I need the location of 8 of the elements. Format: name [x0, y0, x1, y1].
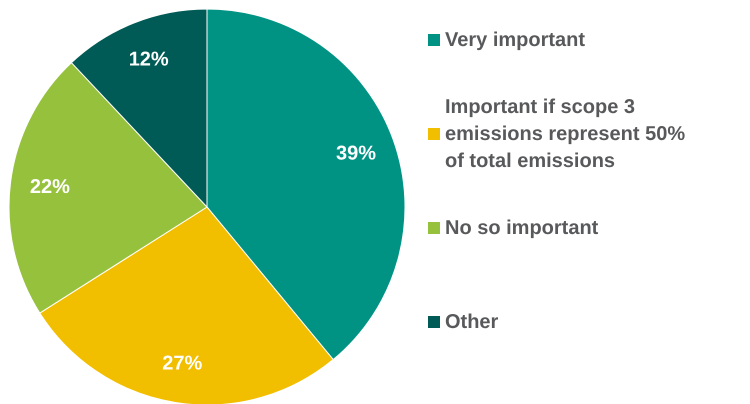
legend-label: No so important [445, 217, 599, 239]
data-label: 27% [162, 352, 202, 374]
legend-label: Very important [445, 29, 586, 51]
legend-label: Other [445, 311, 499, 333]
data-label: 12% [128, 48, 169, 71]
legend-label: Important if scope 3 emissions represent 50% of total emissions [445, 96, 686, 172]
data-label: 22% [30, 176, 70, 198]
data-label: 39% [336, 142, 376, 164]
